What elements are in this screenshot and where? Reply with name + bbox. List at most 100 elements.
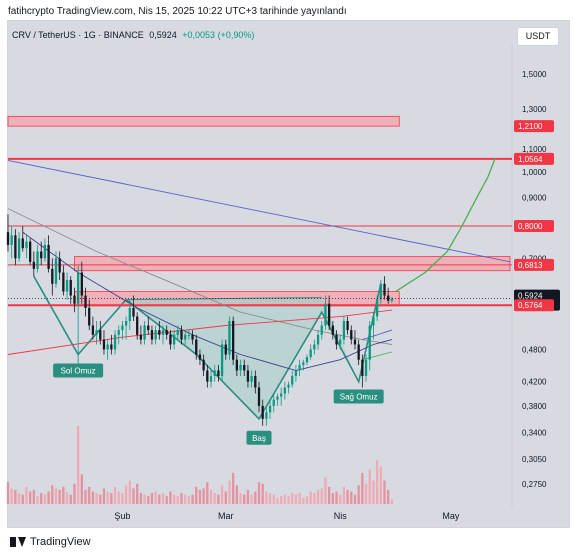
pattern-label-box [246, 430, 272, 445]
volume-bar [327, 486, 331, 504]
volume-bar [95, 493, 98, 504]
candle-body [176, 330, 179, 335]
candle-body [6, 232, 10, 245]
x-tick-label: Şub [114, 511, 130, 521]
volume-bar [309, 491, 312, 504]
candle-body [217, 370, 220, 377]
currency-button[interactable]: USDT [517, 27, 559, 46]
volume-bar [276, 497, 279, 504]
candle-body [209, 376, 213, 382]
candle-body [272, 399, 275, 406]
candle-body [165, 330, 168, 335]
chart-legend: CRV / TetherUS · 1G · BINANCE 0,5924 +0,… [12, 30, 257, 40]
volume-bar [184, 494, 187, 504]
candle-body [364, 359, 368, 377]
volume-bar [291, 493, 294, 504]
candle-body [169, 334, 172, 345]
volume-bar [110, 493, 113, 504]
volume-bar [235, 485, 238, 504]
volume-bar [40, 493, 43, 504]
candle-body [324, 303, 327, 326]
volume-bar [213, 493, 216, 504]
pattern-label: Sağ Omuz [340, 393, 378, 402]
candle-body [228, 320, 231, 355]
candle-body [232, 320, 235, 360]
candle-body [40, 251, 43, 259]
volume-bar [43, 494, 47, 504]
y-tick-label: 0,3400 [522, 429, 547, 438]
volume-bar [280, 496, 283, 504]
volume-bar [379, 466, 382, 504]
y-tick-label: 0,9000 [522, 194, 547, 203]
volume-bar [84, 489, 87, 504]
volume-bar [316, 489, 320, 504]
volume-bar [73, 483, 76, 504]
volume-bar [154, 491, 157, 504]
volume-bar [76, 426, 80, 504]
y-tick-label: 0,3800 [522, 402, 547, 411]
candle-body [239, 365, 242, 371]
candle-body [76, 272, 80, 304]
candle-body [390, 298, 394, 301]
resistance-zone [7, 115, 400, 127]
volume-bar [202, 488, 205, 504]
volume-bar [390, 499, 394, 504]
candle-body [287, 384, 290, 388]
price-tag [514, 120, 554, 133]
candle-body [305, 357, 309, 363]
candle-body [202, 359, 205, 371]
y-tick-label: 0,4200 [522, 378, 547, 387]
volume-bar [29, 491, 32, 504]
candle-body [29, 241, 32, 262]
candle-body [357, 344, 360, 360]
volume-bar [99, 494, 102, 504]
candle-body [158, 330, 161, 335]
y-tick-label: 0,4800 [522, 345, 547, 354]
pattern-label-box [333, 389, 384, 404]
projection-curve [395, 157, 496, 293]
candle-body [291, 376, 294, 385]
candle-body [36, 251, 39, 269]
candle-body [80, 272, 83, 296]
candle-body [143, 325, 146, 340]
volume-bar [69, 494, 72, 504]
y-tick-label: 1,0000 [522, 168, 547, 177]
moving-average-line [362, 351, 393, 361]
volume-bar [47, 491, 50, 504]
volume-bar [246, 489, 250, 504]
volume-bar [169, 491, 172, 504]
candle-body [139, 334, 143, 340]
candle-body [172, 334, 176, 345]
moving-average-line [7, 309, 392, 355]
candle-body [73, 295, 76, 304]
candle-body [180, 330, 183, 340]
volume-bar [342, 486, 346, 504]
candle-body [150, 330, 154, 340]
volume-bar [54, 488, 58, 504]
volume-bar [324, 477, 327, 504]
moving-average-line [362, 329, 393, 341]
volume-bar [261, 483, 264, 504]
pattern-label: Sol Omuz [61, 366, 96, 375]
candle-body [110, 344, 113, 350]
volume-bar [346, 489, 349, 504]
volume-bar [36, 496, 39, 504]
candle-body [368, 325, 371, 360]
candle-body [375, 299, 379, 317]
volume-bar [187, 496, 191, 504]
volume-bar [165, 496, 168, 504]
volume-bar [91, 491, 95, 504]
candle-body [184, 334, 187, 340]
price-tag-label: 1,2100 [518, 122, 543, 131]
volume-bar [158, 494, 161, 504]
candle-body [276, 396, 279, 400]
volume-bar [239, 493, 242, 504]
volume-bar [136, 483, 139, 504]
volume-bar [176, 496, 179, 504]
candle-body [147, 325, 150, 331]
candle-body [294, 370, 298, 377]
volume-bar [32, 489, 35, 504]
volume-bar [220, 485, 224, 504]
candle-body [32, 261, 35, 269]
candle-body [124, 320, 128, 326]
